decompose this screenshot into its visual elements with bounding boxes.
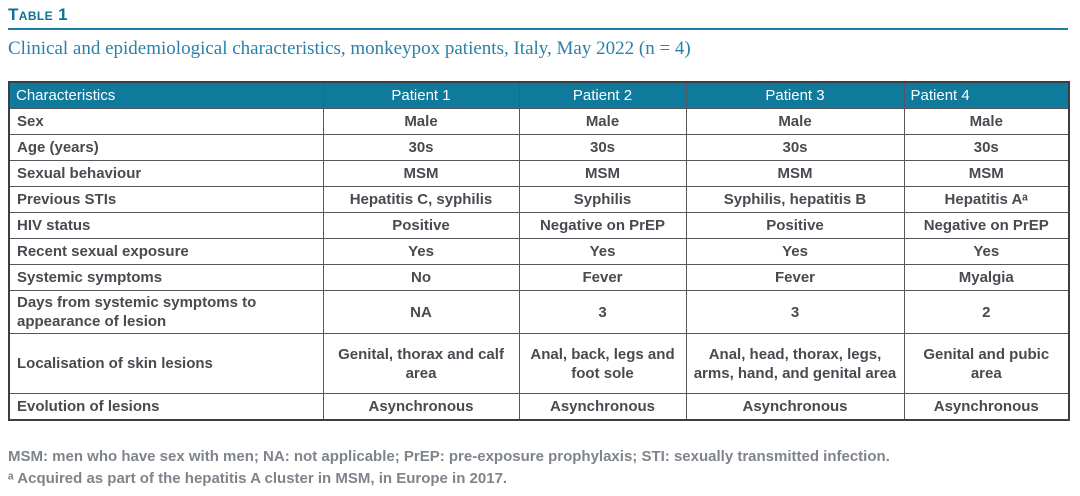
cell-value: Anal, back, legs and foot sole [518,333,687,394]
cell-value: MSM [685,160,905,187]
cell-value: Asynchronous [685,393,905,420]
table-row: Recent sexual exposure Yes Yes Yes Yes [8,238,1070,265]
cell-value: 2 [903,290,1070,334]
cell-value: 30s [518,134,687,161]
cell-value: 30s [685,134,905,161]
cell-value: Yes [903,238,1070,265]
row-label: Days from systemic symptoms to appearanc… [8,290,324,334]
row-label: Localisation of skin lesions [8,333,324,394]
table-header: Characteristics Patient 1 Patient 2 Pati… [8,81,1070,109]
cell-value: Asynchronous [903,393,1070,420]
cell-value: MSM [903,160,1070,187]
cell-value: Male [903,108,1070,135]
row-label: Age (years) [8,134,324,161]
row-label: Systemic symptoms [8,264,324,291]
column-header-patient-4: Patient 4 [903,81,1070,109]
cell-value: Asynchronous [322,393,520,420]
table-row: Localisation of skin lesions Genital, tho… [8,333,1070,394]
table-row: Sex Male Male Male Male [8,108,1070,135]
cell-value: Genital, thorax and calf area [322,333,520,394]
row-label: HIV status [8,212,324,239]
table-body: Sex Male Male Male Male Age (years) 30s 30s 30s 3… [8,108,1070,420]
table-row: Sexual behaviour MSM MSM MSM MSM [8,160,1070,187]
table-number-label: Table 1 [8,5,69,24]
cell-value: Hepatitis C, syphilis [322,186,520,213]
row-label: Evolution of lesions [8,393,324,420]
cell-value: MSM [518,160,687,187]
cell-value: Hepatitis Aᵃ [903,186,1070,213]
footnotes: MSM: men who have sex with men; NA: not … [8,446,1068,490]
abbreviations-footnote: MSM: men who have sex with men; NA: not … [8,447,890,465]
cell-value: 30s [322,134,520,161]
table-caption: Clinical and epidemiological characteris… [8,38,691,59]
cell-value: Anal, head, thorax, legs, arms, hand, an… [685,333,905,394]
cell-value: Yes [518,238,687,265]
column-header-patient-1: Patient 1 [322,81,520,109]
cell-value: Yes [685,238,905,265]
cell-value: Positive [685,212,905,239]
cell-value: No [322,264,520,291]
row-label: Recent sexual exposure [8,238,324,265]
cell-value: Negative on PrEP [518,212,687,239]
cell-value: Male [322,108,520,135]
cell-value: 3 [518,290,687,334]
cell-value: NA [322,290,520,334]
cell-value: Male [685,108,905,135]
cell-value: Syphilis [518,186,687,213]
cell-value: Positive [322,212,520,239]
cell-value: Yes [322,238,520,265]
title-rule [8,28,1068,30]
cell-value: Myalgia [903,264,1070,291]
cell-value: Fever [685,264,905,291]
cell-value: 3 [685,290,905,334]
cell-value: Syphilis, hepatitis B [685,186,905,213]
header-row: Characteristics Patient 1 Patient 2 Pati… [8,81,1070,109]
table-row: Systemic symptoms No Fever Fever Myalgia [8,264,1070,291]
column-header-patient-2: Patient 2 [518,81,687,109]
column-header-patient-3: Patient 3 [685,81,905,109]
table-row: Evolution of lesions Asynchronous Asynchro… [8,393,1070,420]
cell-value: Asynchronous [518,393,687,420]
cell-value: Fever [518,264,687,291]
cell-value: Negative on PrEP [903,212,1070,239]
row-label: Sex [8,108,324,135]
table-row: HIV status Positive Negative on PrEP Positi… [8,212,1070,239]
table-row: Age (years) 30s 30s 30s 30s [8,134,1070,161]
cell-value: Male [518,108,687,135]
row-label: Sexual behaviour [8,160,324,187]
table-row: Days from systemic symptoms to appearanc… [8,290,1070,334]
table-row: Previous STIs Hepatitis C, syphilis Syphil… [8,186,1070,213]
row-label: Previous STIs [8,186,324,213]
characteristics-table: Characteristics Patient 1 Patient 2 Pati… [8,81,1070,421]
cell-value: 30s [903,134,1070,161]
footnote-a: ᵃ Acquired as part of the hepatitis A cl… [8,469,508,487]
column-header-characteristics: Characteristics [8,81,324,109]
cell-value: Genital and pubic area [903,333,1070,394]
cell-value: MSM [322,160,520,187]
